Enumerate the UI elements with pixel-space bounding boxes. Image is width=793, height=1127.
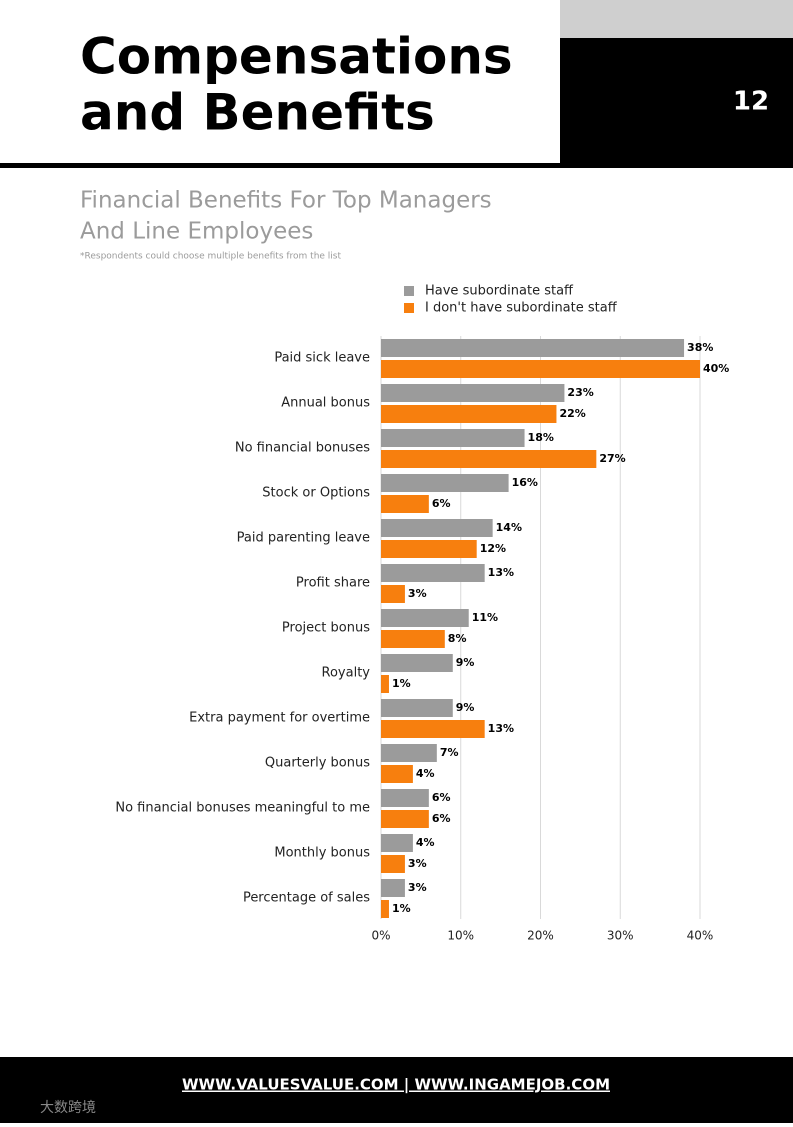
category-label: Royalty [322,666,371,681]
category-label: Annual bonus [281,396,370,411]
value-label: 3% [408,881,427,894]
chart-title: Financial Benefits For Top Managers [80,188,492,214]
value-label: 13% [488,722,514,735]
category-label: Project bonus [282,621,370,636]
bar [381,405,557,423]
category-label: Profit share [296,576,370,591]
value-label: 13% [488,566,514,579]
bar [381,519,493,537]
value-label: 38% [687,341,713,354]
bar [381,834,413,852]
footer [0,1057,793,1123]
bar [381,429,525,447]
legend-swatch [404,303,414,313]
value-label: 4% [416,836,435,849]
category-label: No financial bonuses [235,441,370,456]
bar [381,744,437,762]
value-label: 6% [432,497,451,510]
value-label: 4% [416,767,435,780]
bar [381,450,597,468]
x-tick-label: 10% [447,929,474,943]
bar [381,810,429,828]
header-block [560,38,793,168]
bar [381,474,509,492]
category-label: Extra payment for overtime [189,711,370,726]
category-label: Quarterly bonus [265,756,370,771]
x-tick-label: 40% [687,929,714,943]
bar [381,879,405,897]
bar [381,540,477,558]
value-label: 9% [456,656,475,669]
bar [381,900,389,918]
value-label: 6% [432,791,451,804]
value-label: 9% [456,701,475,714]
x-tick-label: 20% [527,929,554,943]
bar [381,495,429,513]
value-label: 11% [472,611,498,624]
legend-swatch [404,286,414,296]
category-label: Paid sick leave [274,351,370,366]
value-label: 3% [408,857,427,870]
value-label: 14% [496,521,522,534]
category-label: Monthly bonus [274,846,370,861]
footer-links[interactable]: WWW.VALUESVALUE.COM | WWW.INGAMEJOB.COM [182,1076,610,1095]
legend-label: Have subordinate staff [425,284,574,299]
bar [381,609,469,627]
chart-title: And Line Employees [80,219,313,245]
value-label: 7% [440,746,459,759]
watermark: 大数跨境 [40,1100,96,1116]
value-label: 23% [567,386,593,399]
category-label: Paid parenting leave [237,531,370,546]
bar [381,630,445,648]
page-number: 12 [733,87,769,117]
value-label: 12% [480,542,506,555]
value-label: 16% [512,476,538,489]
bar [381,339,685,357]
x-tick-label: 0% [371,929,390,943]
bar [381,699,453,717]
value-label: 1% [392,677,411,690]
header-rule [0,163,560,168]
chart-note: *Respondents could choose multiple benef… [80,252,341,262]
value-label: 18% [528,431,554,444]
page-title: and Benefits [80,84,435,142]
value-label: 6% [432,812,451,825]
page-title: Compensations [80,28,513,86]
category-label: Stock or Options [262,486,370,501]
value-label: 3% [408,587,427,600]
bar [381,855,405,873]
bar [381,720,485,738]
bar [381,654,453,672]
x-tick-label: 30% [607,929,634,943]
value-label: 1% [392,902,411,915]
category-label: Percentage of sales [243,891,370,906]
bar [381,360,700,378]
value-label: 8% [448,632,467,645]
bar [381,765,413,783]
bar [381,564,485,582]
bar [381,675,389,693]
legend-label: I don't have subordinate staff [425,301,618,316]
category-label: No financial bonuses meaningful to me [115,801,370,816]
bar [381,585,405,603]
header-strip [560,0,793,38]
value-label: 27% [599,452,625,465]
value-label: 40% [703,362,729,375]
value-label: 22% [559,407,585,420]
bar [381,789,429,807]
bar [381,384,565,402]
chart: 0% 10% 20% 30% 40% Have subordinate staff I do… [115,284,729,943]
